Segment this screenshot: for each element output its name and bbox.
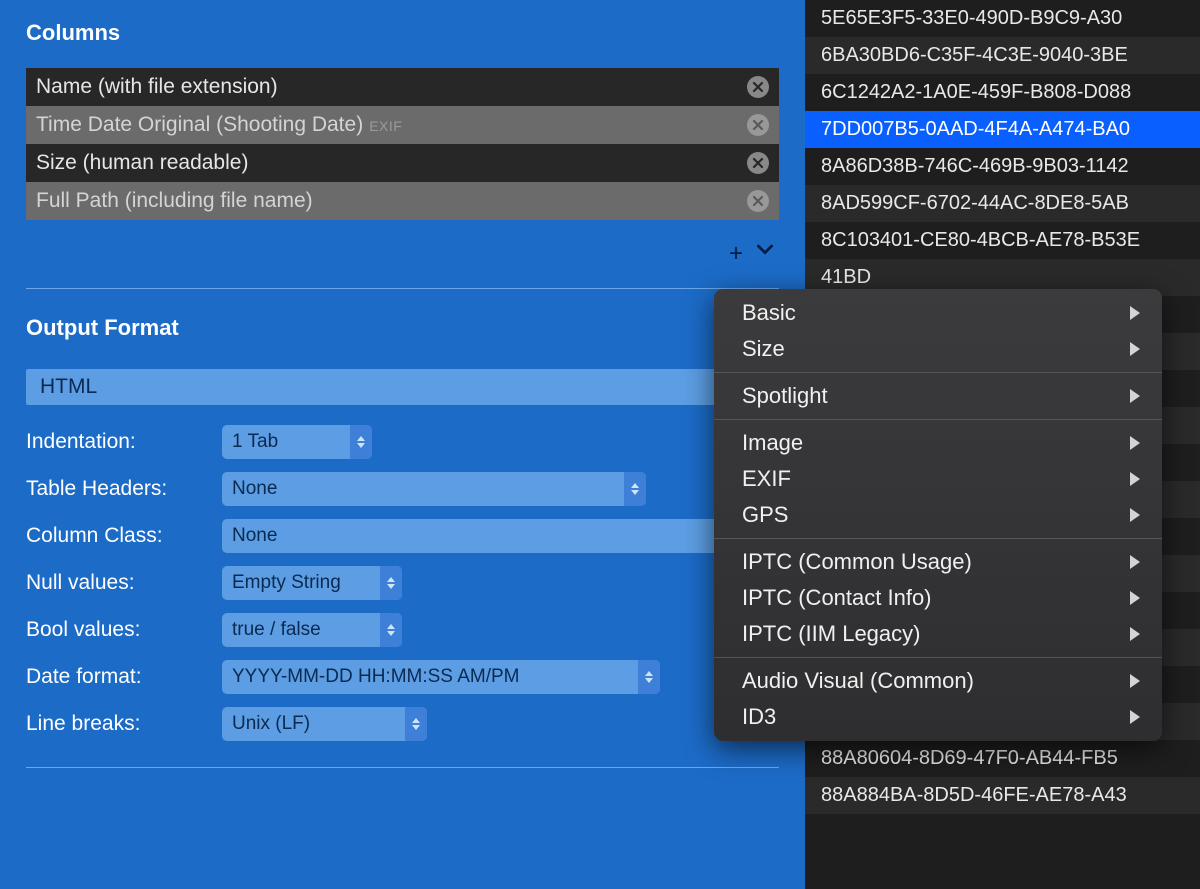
menu-item[interactable]: ID3: [714, 699, 1162, 735]
submenu-arrow-icon: [1130, 342, 1140, 356]
menu-item[interactable]: Size: [714, 331, 1162, 367]
menu-item[interactable]: IPTC (Contact Info): [714, 580, 1162, 616]
column-row[interactable]: Size (human readable): [26, 144, 779, 182]
add-column-dropdown-icon[interactable]: [757, 242, 773, 258]
stepper-icon[interactable]: [624, 472, 646, 506]
menu-separator: [714, 538, 1162, 539]
submenu-arrow-icon: [1130, 389, 1140, 403]
table-headers-label: Table Headers:: [26, 477, 222, 501]
column-label: Full Path (including file name): [36, 189, 313, 212]
file-row[interactable]: 88A80604-8D69-47F0-AB44-FB5: [805, 740, 1200, 777]
menu-item[interactable]: Spotlight: [714, 378, 1162, 414]
submenu-arrow-icon: [1130, 555, 1140, 569]
menu-item[interactable]: Audio Visual (Common): [714, 663, 1162, 699]
line-breaks-select[interactable]: Unix (LF): [222, 707, 427, 741]
columns-output-panel: Columns Name (with file extension) Time …: [0, 0, 805, 889]
menu-separator: [714, 419, 1162, 420]
column-label: Time Date Original (Shooting Date): [36, 113, 363, 136]
line-breaks-label: Line breaks:: [26, 712, 222, 736]
submenu-arrow-icon: [1130, 436, 1140, 450]
date-format-label: Date format:: [26, 665, 222, 689]
remove-column-icon[interactable]: [747, 114, 769, 136]
stepper-icon[interactable]: [350, 425, 372, 459]
menu-item-label: ID3: [742, 704, 776, 730]
file-row[interactable]: 88A884BA-8D5D-46FE-AE78-A43: [805, 777, 1200, 814]
submenu-arrow-icon: [1130, 306, 1140, 320]
menu-item-label: IPTC (IIM Legacy): [742, 621, 920, 647]
file-row[interactable]: 8A86D38B-746C-469B-9B03-1142: [805, 148, 1200, 185]
menu-item[interactable]: EXIF: [714, 461, 1162, 497]
column-row[interactable]: Time Date Original (Shooting Date) EXIF: [26, 106, 779, 144]
add-column-button[interactable]: +: [729, 242, 743, 266]
table-headers-select[interactable]: None: [222, 472, 646, 506]
stepper-icon[interactable]: [380, 613, 402, 647]
submenu-arrow-icon: [1130, 710, 1140, 724]
column-class-select[interactable]: None: [222, 519, 779, 553]
column-row[interactable]: Name (with file extension): [26, 68, 779, 106]
menu-item[interactable]: Basic: [714, 295, 1162, 331]
menu-item-label: GPS: [742, 502, 788, 528]
submenu-arrow-icon: [1130, 627, 1140, 641]
column-label: Name (with file extension): [36, 75, 278, 98]
menu-separator: [714, 657, 1162, 658]
file-row[interactable]: 8AD599CF-6702-44AC-8DE8-5AB: [805, 185, 1200, 222]
file-row[interactable]: 6C1242A2-1A0E-459F-B808-D088: [805, 74, 1200, 111]
submenu-arrow-icon: [1130, 472, 1140, 486]
menu-item-label: IPTC (Contact Info): [742, 585, 932, 611]
file-row[interactable]: 7DD007B5-0AAD-4F4A-A474-BA0: [805, 111, 1200, 148]
menu-item[interactable]: GPS: [714, 497, 1162, 533]
section-divider: [26, 767, 779, 768]
menu-item[interactable]: IPTC (IIM Legacy): [714, 616, 1162, 652]
remove-column-icon[interactable]: [747, 190, 769, 212]
stepper-icon[interactable]: [638, 660, 660, 694]
null-values-select[interactable]: Empty String: [222, 566, 402, 600]
columns-section-title: Columns: [26, 20, 779, 46]
menu-separator: [714, 372, 1162, 373]
add-column-menu: Basic Size Spotlight Image EXIF GPS IPTC (Comm…: [714, 289, 1162, 741]
null-values-label: Null values:: [26, 571, 222, 595]
submenu-arrow-icon: [1130, 674, 1140, 688]
bool-values-label: Bool values:: [26, 618, 222, 642]
file-row[interactable]: 8C103401-CE80-4BCB-AE78-B53E: [805, 222, 1200, 259]
menu-item-label: Spotlight: [742, 383, 828, 409]
menu-item-label: Image: [742, 430, 803, 456]
indentation-select[interactable]: 1 Tab: [222, 425, 372, 459]
date-format-select[interactable]: YYYY-MM-DD HH:MM:SS AM/PM: [222, 660, 660, 694]
menu-item-label: Audio Visual (Common): [742, 668, 974, 694]
column-label: Size (human readable): [36, 151, 248, 174]
menu-item-label: Size: [742, 336, 785, 362]
file-row[interactable]: 5E65E3F5-33E0-490D-B9C9-A30: [805, 0, 1200, 37]
stepper-icon[interactable]: [380, 566, 402, 600]
stepper-icon[interactable]: [405, 707, 427, 741]
section-divider: [26, 288, 779, 289]
menu-item[interactable]: Image: [714, 425, 1162, 461]
menu-item-label: EXIF: [742, 466, 791, 492]
menu-item-label: IPTC (Common Usage): [742, 549, 972, 575]
bool-values-select[interactable]: true / false: [222, 613, 402, 647]
column-row[interactable]: Full Path (including file name): [26, 182, 779, 220]
menu-item[interactable]: IPTC (Common Usage): [714, 544, 1162, 580]
column-badge: EXIF: [369, 118, 402, 134]
columns-list: Name (with file extension) Time Date Ori…: [26, 68, 779, 220]
output-format-name[interactable]: HTML: [26, 369, 779, 405]
menu-item-label: Basic: [742, 300, 796, 326]
output-format-title: Output Format: [26, 315, 779, 341]
add-column-controls: +: [26, 230, 779, 266]
file-row[interactable]: 6BA30BD6-C35F-4C3E-9040-3BE: [805, 37, 1200, 74]
submenu-arrow-icon: [1130, 591, 1140, 605]
remove-column-icon[interactable]: [747, 152, 769, 174]
column-class-label: Column Class:: [26, 524, 222, 548]
remove-column-icon[interactable]: [747, 76, 769, 98]
indentation-label: Indentation:: [26, 430, 222, 454]
submenu-arrow-icon: [1130, 508, 1140, 522]
